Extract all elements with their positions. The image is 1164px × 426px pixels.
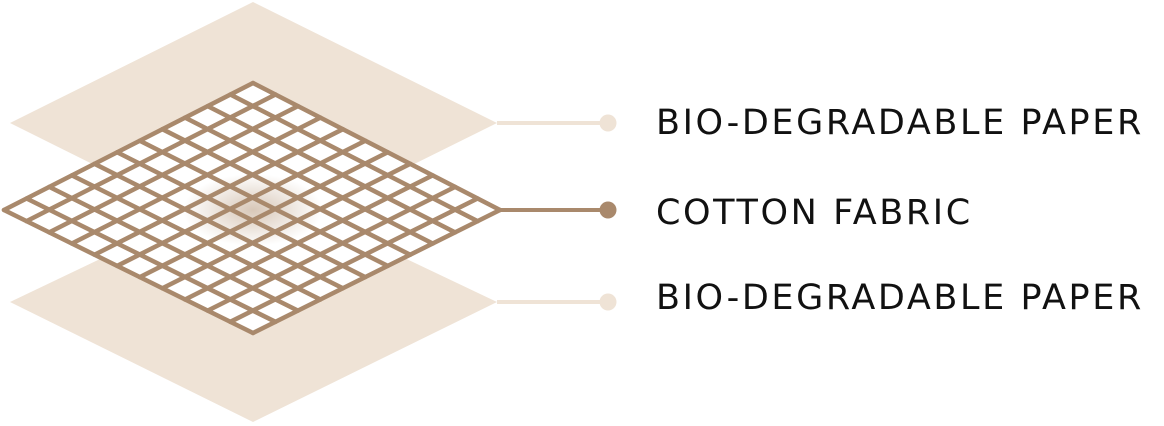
mesh-line <box>205 184 458 313</box>
mesh-line <box>1 80 256 213</box>
mesh-line <box>69 115 323 246</box>
connector-bottom <box>497 293 617 311</box>
connector-dot-bottom <box>599 293 617 311</box>
mesh-line <box>137 150 390 280</box>
mesh-line <box>228 92 480 224</box>
mesh-line <box>69 173 323 302</box>
connector-middle <box>500 201 617 219</box>
mesh-line <box>182 115 435 246</box>
fabric-mesh-grid <box>1 80 503 336</box>
mesh-line <box>160 161 413 291</box>
layer-label-bottom-paper: BIO-DEGRADABLE PAPER <box>656 278 1144 318</box>
mesh-line <box>114 150 368 280</box>
mesh-line <box>92 126 346 257</box>
mesh-line <box>24 92 278 224</box>
mesh-line <box>1 207 256 336</box>
mesh-line <box>47 184 301 313</box>
connector-dot-middle <box>599 201 617 219</box>
connector-top <box>497 114 617 132</box>
mesh-line <box>182 173 435 302</box>
mesh-line <box>160 126 413 257</box>
connector-dot-top <box>599 114 617 132</box>
mesh-line <box>24 196 278 325</box>
mesh-line <box>228 196 480 325</box>
mesh-line <box>250 207 503 336</box>
mesh-line <box>205 103 458 235</box>
mesh-line <box>250 80 503 213</box>
layer-label-top-paper: BIO-DEGRADABLE PAPER <box>656 103 1144 143</box>
mesh-line <box>114 138 368 269</box>
mesh-line <box>47 103 301 235</box>
mesh-line <box>137 138 390 269</box>
layer-label-cotton-fabric: COTTON FABRIC <box>656 193 973 233</box>
mesh-line <box>92 161 346 291</box>
cotton-fabric-layer <box>1 80 503 336</box>
